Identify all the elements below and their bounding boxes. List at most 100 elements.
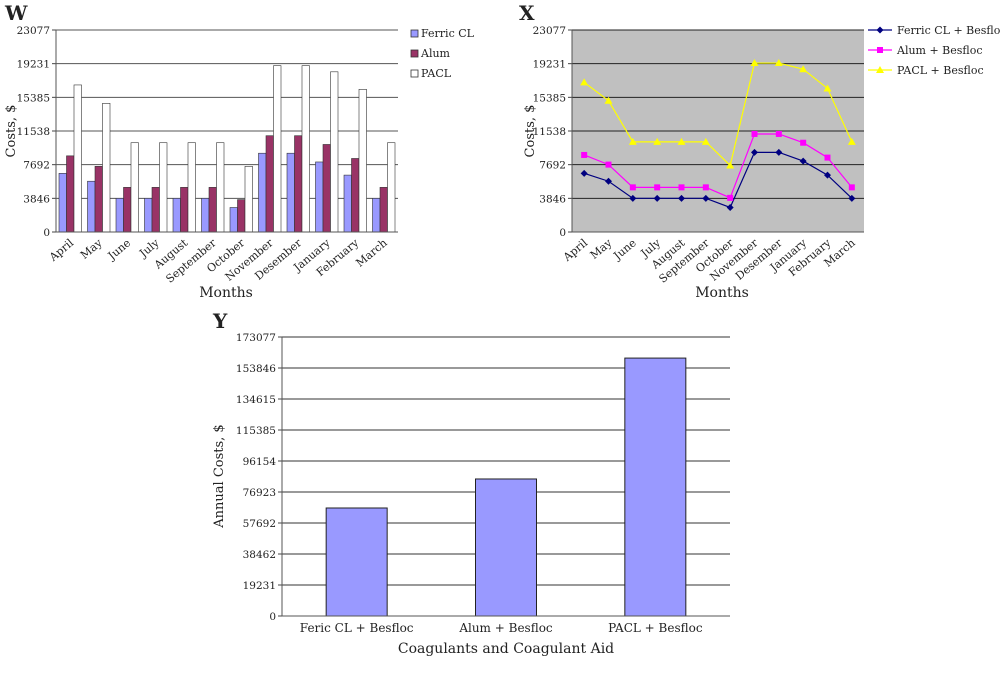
x-axis-label-x: Months (695, 285, 749, 301)
y-tick-label: 0 (559, 227, 566, 239)
bar-alum-june (123, 187, 132, 233)
bar-ferric-cl-november (258, 152, 267, 233)
y-tick-label: 3846 (539, 193, 566, 205)
point-ferric-cl-besfloc-desember (775, 148, 783, 156)
bar-alum-april (66, 155, 75, 233)
legend-label-pacl-besfloc: PACL + Besfloc (897, 64, 984, 77)
point-alum-besfloc-november (751, 130, 758, 137)
bar-ferric-cl-february (343, 174, 352, 233)
point-pacl-besfloc-january (799, 65, 808, 73)
point-alum-besfloc-february (824, 154, 831, 161)
y-tick-labels-y: 0 19231 38462 57692 76923 96154 115385 134615 15… (236, 332, 276, 623)
bar-pacl-besfloc (624, 357, 687, 617)
bar-ferric-cl-january (315, 161, 324, 233)
point-pacl-besfloc-november (750, 59, 759, 67)
bar-pacl-august (187, 142, 196, 233)
legend-marker-alum-besfloc (877, 47, 883, 53)
y-tick-label: 23077 (17, 25, 50, 37)
y-tick-labels-x: 0 3846 7692 11538 15385 19231 23077 (533, 25, 567, 239)
x-tick-label: June (105, 236, 133, 263)
x-tick-label: Feric CL + Besfloc (300, 621, 414, 635)
x-tick-label: May (588, 236, 615, 262)
point-ferric-cl-besfloc-april (580, 169, 588, 177)
x-axis-label-w: Months (199, 285, 253, 301)
y-tick-label: 96154 (243, 456, 277, 468)
point-alum-besfloc-september (702, 184, 709, 191)
bar-alum-september (208, 187, 217, 233)
bar-alum-august (180, 187, 189, 233)
legend-label-ferric-cl: Ferric CL (421, 27, 475, 40)
bar-ferric-cl-july (144, 198, 153, 233)
y-tick-label: 19231 (17, 59, 50, 71)
bar-alum-may (94, 166, 103, 233)
bar-pacl-desember (301, 65, 310, 233)
bar-alum-january (322, 144, 331, 233)
point-pacl-besfloc-february (823, 84, 832, 92)
bar-alum-march (379, 187, 388, 233)
panel-label-y: Y (212, 309, 228, 333)
lines-x (580, 59, 856, 211)
bar-ferric-cl-april (58, 173, 67, 233)
bar-pacl-september (216, 142, 225, 233)
x-tick-labels-w: April May June JulyAugustSeptemberOctoberNo… (46, 236, 390, 286)
x-tick-label: Alum + Besfloc (458, 621, 553, 635)
bars-y (325, 357, 687, 617)
y-tick-label: 115385 (236, 425, 276, 437)
bars-w (58, 65, 396, 233)
axes-x (568, 29, 864, 233)
y-tick-label: 0 (269, 611, 276, 623)
point-alum-besfloc-march (848, 184, 855, 191)
y-tick-label: 15385 (17, 92, 50, 104)
point-pacl-besfloc-june (628, 137, 637, 145)
point-ferric-cl-besfloc-march (848, 194, 856, 202)
bar-ferric-cl-may (87, 180, 96, 233)
point-alum-besfloc-january (800, 139, 807, 146)
point-pacl-besfloc-july (653, 137, 662, 145)
point-pacl-besfloc-october (726, 161, 735, 169)
point-pacl-besfloc-may (604, 96, 613, 104)
y-tick-label: 15385 (533, 92, 566, 104)
y-tick-label: 19231 (243, 580, 276, 592)
legend-w: Ferric CL Alum PACL (410, 27, 475, 80)
bar-ferric-cl-june (115, 198, 124, 233)
bar-ferric-cl-october (229, 207, 238, 233)
bar-alum-october (237, 199, 246, 233)
bar-ferric-cl-august (172, 198, 181, 233)
point-ferric-cl-besfloc-november (751, 148, 758, 156)
panel-label-x: X (519, 1, 535, 25)
y-tick-label: 173077 (236, 332, 276, 344)
series-line-ferric-cl-besfloc (583, 151, 853, 209)
point-alum-besfloc-may (605, 161, 612, 168)
legend-label-alum-besfloc: Alum + Besfloc (896, 44, 983, 57)
bar-pacl-february (358, 89, 367, 233)
point-pacl-besfloc-april (580, 78, 589, 86)
axes-y (278, 336, 730, 617)
legend-label-pacl: PACL (421, 67, 452, 80)
chart-w: W 0 3846 7692 11538 15385 19231 23077 April May… (4, 1, 475, 301)
x-tick-label: June (610, 236, 638, 263)
y-tick-label: 153846 (236, 363, 276, 375)
x-axis-label-y: Coagulants and Coagulant Aid (398, 641, 614, 657)
legend-swatch-alum (410, 49, 419, 58)
chart-x: X 0 3846 7692 11538 15385 19231 23077 AprilMay… (519, 1, 1000, 301)
bar-ferric-cl-desember (286, 152, 295, 233)
y-tick-label: 7692 (23, 160, 50, 172)
x-tick-label: April (46, 236, 76, 264)
legend-swatch-ferric-cl (410, 29, 419, 38)
point-alum-besfloc-october (727, 194, 734, 201)
y-tick-label: 57692 (243, 518, 276, 530)
y-axis-label-w: Costs, $ (4, 105, 19, 158)
y-tick-label: 23077 (533, 25, 566, 37)
bar-pacl-january (330, 71, 339, 233)
x-tick-labels-y: Feric CL + Besfloc Alum + Besfloc PACL + B… (300, 621, 703, 635)
x-tick-label: March (353, 236, 389, 269)
point-alum-besfloc-june (629, 184, 636, 191)
x-tick-label: May (78, 236, 105, 262)
bar-alum-february (351, 158, 360, 233)
y-axis-label-x: Costs, $ (523, 105, 538, 158)
point-alum-besfloc-april (581, 151, 588, 158)
series-line-alum-besfloc (583, 133, 853, 199)
y-axis-label-y: Annual Costs, $ (212, 424, 227, 528)
